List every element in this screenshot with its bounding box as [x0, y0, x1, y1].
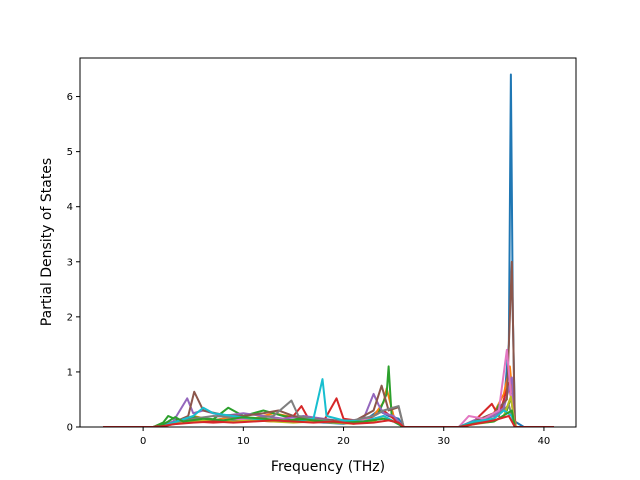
x-axis-label: Frequency (THz): [271, 459, 385, 475]
y-tick-label: 6: [67, 92, 73, 103]
x-tick-label: 30: [437, 436, 450, 447]
y-axis-label: Partial Density of States: [39, 158, 55, 326]
x-tick-label: 20: [337, 436, 350, 447]
y-tick-label: 3: [67, 257, 73, 268]
y-tick-label: 0: [67, 423, 73, 434]
y-axis-ticks: 0 1 2 3 4 5 6: [67, 92, 80, 434]
y-tick-label: 4: [67, 202, 73, 213]
y-tick-label: 1: [67, 367, 73, 378]
series-line-9: [103, 378, 554, 427]
y-tick-label: 2: [67, 312, 73, 323]
x-axis-ticks: 0 10 20 30 40: [140, 427, 550, 447]
series-layer: [103, 73, 554, 427]
x-tick-label: 40: [538, 436, 551, 447]
series-line-11: [103, 414, 554, 427]
y-tick-label: 5: [67, 147, 73, 158]
plot-frame: [79, 57, 577, 428]
x-tick-label: 0: [140, 436, 146, 447]
x-tick-label: 10: [237, 436, 250, 447]
